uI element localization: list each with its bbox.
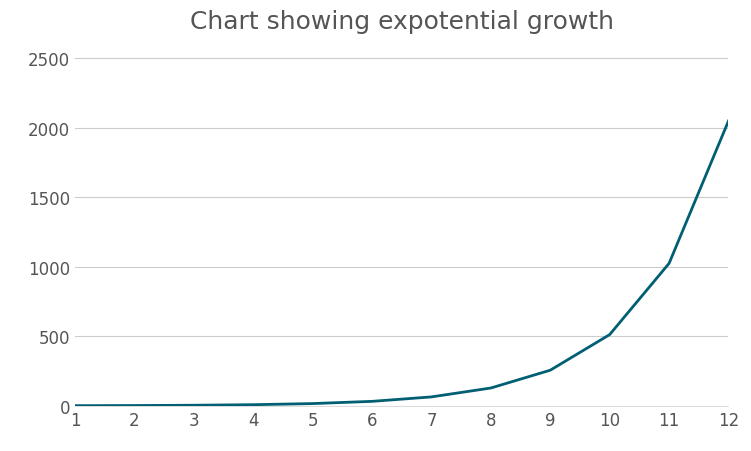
Title: Chart showing expotential growth: Chart showing expotential growth: [190, 9, 614, 33]
